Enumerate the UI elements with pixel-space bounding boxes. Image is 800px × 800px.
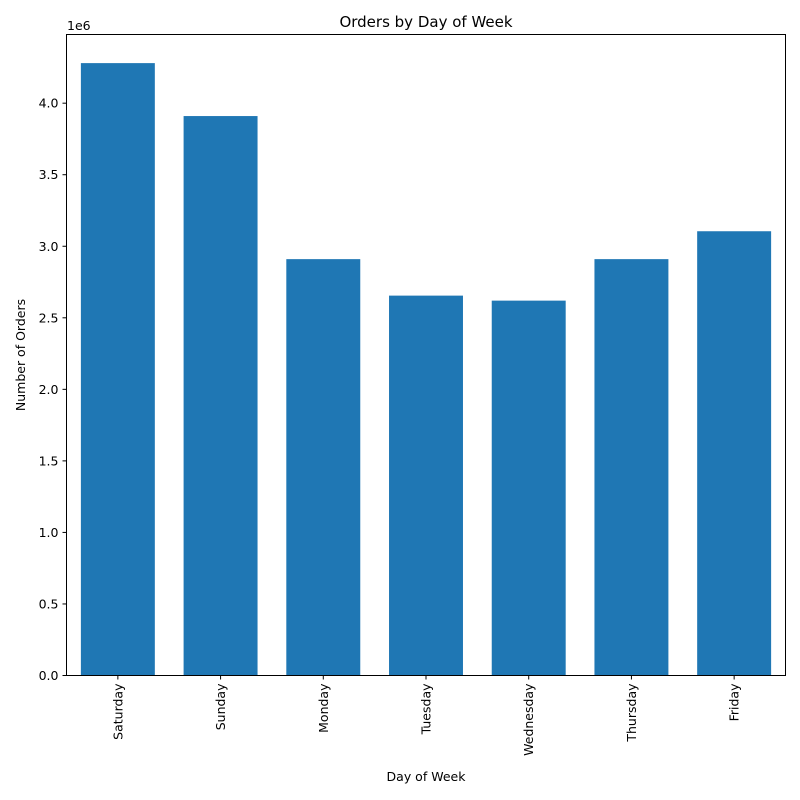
x-axis-ticks: Saturday Sunday Monday Tuesday Wednesday Thur… xyxy=(110,675,742,756)
x-tick-label: Sunday xyxy=(213,683,228,730)
y-tick-label: 1.0 xyxy=(39,525,59,540)
y-tick-label: 3.5 xyxy=(39,167,59,182)
y-axis-scale-label: 1e6 xyxy=(67,18,91,33)
bar-sunday xyxy=(183,116,258,676)
bar-thursday xyxy=(594,259,669,676)
chart-title: Orders by Day of Week xyxy=(339,13,512,31)
x-tick-label: Tuesday xyxy=(419,683,434,735)
x-axis-label: Day of Week xyxy=(387,769,467,784)
bar-saturday xyxy=(80,63,155,676)
x-tick-label: Monday xyxy=(316,683,331,733)
bar-friday xyxy=(697,231,772,676)
y-axis-ticks: 0.0 0.5 1.0 1.5 2.0 2.5 3.0 3.5 4.0 xyxy=(39,96,67,683)
x-tick-label: Saturday xyxy=(110,683,125,740)
y-tick-label: 2.5 xyxy=(39,310,59,325)
x-tick-label: Wednesday xyxy=(521,683,536,756)
y-tick-label: 4.0 xyxy=(39,96,59,111)
y-tick-label: 1.5 xyxy=(39,453,59,468)
y-tick-label: 2.0 xyxy=(39,382,59,397)
y-tick-label: 0.0 xyxy=(39,668,59,683)
bar-tuesday xyxy=(389,295,463,676)
x-tick-label: Friday xyxy=(727,683,742,721)
y-axis-label: Number of Orders xyxy=(13,299,28,411)
plot-frame xyxy=(66,34,786,676)
y-tick-label: 3.0 xyxy=(39,239,59,254)
y-tick-label: 0.5 xyxy=(39,596,59,611)
bar-monday xyxy=(286,259,361,676)
bars-group xyxy=(80,63,772,676)
bar-wednesday xyxy=(491,300,566,676)
x-tick-label: Thursday xyxy=(624,683,639,743)
